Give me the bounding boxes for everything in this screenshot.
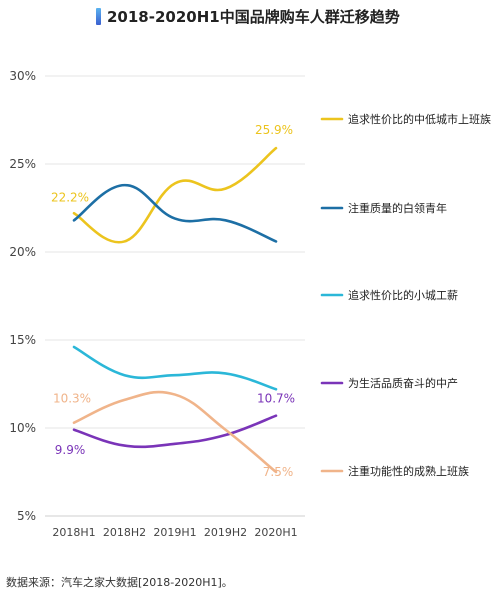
- data-label: 7.5%: [263, 465, 294, 479]
- data-label: 22.2%: [51, 190, 89, 204]
- x-tick-label: 2020H1: [254, 526, 297, 539]
- y-tick-label: 20%: [9, 245, 36, 259]
- series-line-5: [72, 390, 278, 474]
- y-tick-label: 30%: [9, 69, 36, 83]
- legend-label-5: 注重功能性的成熟上班族: [348, 464, 469, 478]
- chart-title: 2018-2020H1中国品牌购车人群迁移趋势: [107, 7, 400, 26]
- legend-label-4: 为生活品质奋斗的中产: [348, 376, 458, 390]
- data-label: 25.9%: [255, 123, 293, 137]
- legend-label-3: 追求性价比的小城工薪: [348, 288, 458, 302]
- x-tick-label: 2018H1: [52, 526, 95, 539]
- data-label: 9.9%: [55, 443, 86, 457]
- title-area: 2018-2020H1中国品牌购车人群迁移趋势: [96, 5, 400, 27]
- y-tick-label: 15%: [9, 333, 36, 347]
- line-chart: 5% 10% 15% 20% 25% 30% 2018H1 2018H2 2019H1 2019H…: [9, 69, 491, 539]
- legend-label-1: 追求性价比的中低城市上班族: [348, 112, 491, 126]
- x-tick-label: 2019H2: [204, 526, 247, 539]
- y-tick-label: 10%: [9, 421, 36, 435]
- series-line-4: [72, 414, 278, 449]
- title-accent-bar: [96, 7, 101, 25]
- x-tick-label: 2019H1: [153, 526, 196, 539]
- y-tick-label: 25%: [9, 157, 36, 171]
- series-line-2: [72, 183, 278, 243]
- legend-label-2: 注重质量的白领青年: [348, 201, 447, 215]
- data-label: 10.7%: [257, 392, 295, 406]
- x-tick-label: 2018H2: [103, 526, 146, 539]
- series-line-3: [72, 345, 278, 391]
- data-label: 10.3%: [53, 392, 91, 406]
- source-note: 数据来源：汽车之家大数据[2018-2020H1]。: [6, 576, 233, 589]
- series-line-1: [72, 146, 278, 244]
- y-tick-label: 5%: [17, 509, 36, 523]
